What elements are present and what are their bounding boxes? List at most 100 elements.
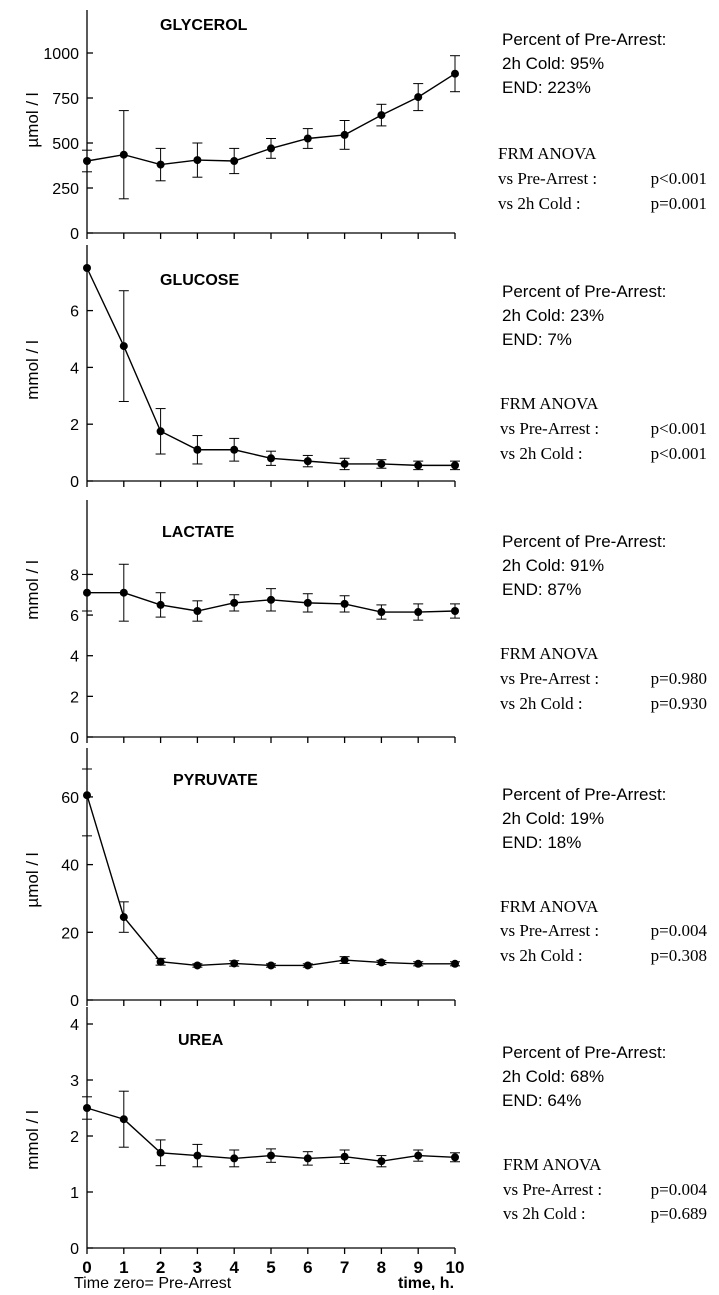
data-point — [230, 598, 239, 607]
y-tick-label: 1000 — [43, 46, 79, 63]
data-point — [303, 134, 312, 143]
data-point — [451, 1153, 459, 1162]
x-tick-label: 8 — [377, 1258, 386, 1277]
stat-end: END: 223% — [502, 78, 591, 97]
stat-heading: Percent of Pre-Arrest: — [502, 1043, 666, 1062]
y-tick-label: 4 — [70, 360, 79, 377]
x-tick-label: 5 — [266, 1258, 275, 1277]
y-tick-label: 6 — [70, 304, 79, 321]
data-point — [340, 1152, 349, 1161]
data-point — [377, 1157, 386, 1166]
data-point — [119, 342, 128, 351]
data-point — [230, 959, 239, 968]
y-tick-label: 0 — [70, 1241, 79, 1258]
series-line — [86, 795, 455, 967]
x-tick-label: 6 — [303, 1258, 312, 1277]
data-point — [83, 264, 91, 272]
anova-vs-pre-label: vs Pre-Arrest : — [503, 1180, 602, 1199]
stat-2h-cold: 2h Cold: 23% — [502, 306, 604, 325]
x-tick-label: 2 — [156, 1258, 165, 1277]
y-tick-label: 40 — [61, 858, 79, 875]
y-tick-label: 0 — [70, 993, 79, 1010]
data-point — [83, 1104, 91, 1112]
anova-vs-cold-label: vs 2h Cold : — [503, 1204, 586, 1223]
stat-end: END: 18% — [502, 833, 581, 852]
y-tick-label: 20 — [61, 925, 79, 942]
data-point — [451, 461, 459, 470]
anova-vs-cold-value: p=0.930 — [651, 694, 707, 713]
data-point — [193, 1151, 202, 1160]
anova-title: FRM ANOVA — [498, 144, 597, 163]
data-point — [414, 461, 423, 470]
anova-vs-pre-value: p=0.004 — [651, 921, 708, 940]
x-tick-label: 10 — [446, 1258, 465, 1277]
stat-heading: Percent of Pre-Arrest: — [502, 532, 666, 551]
y-tick-label: 0 — [70, 730, 79, 747]
y-tick-label: 2 — [70, 1129, 79, 1146]
stat-heading: Percent of Pre-Arrest: — [502, 30, 666, 49]
data-point — [340, 459, 349, 468]
anova-vs-pre-value: p=0.980 — [651, 669, 707, 688]
y-tick-label: 60 — [61, 790, 79, 807]
y-tick-label: 2 — [70, 417, 79, 434]
data-point — [119, 913, 128, 922]
stat-2h-cold: 2h Cold: 19% — [502, 809, 604, 828]
series-line — [86, 267, 455, 467]
anova-vs-pre-value: p<0.001 — [651, 419, 707, 438]
x-tick-label: 0 — [82, 1258, 91, 1277]
y-tick-label: 3 — [70, 1073, 79, 1090]
data-point — [414, 959, 423, 968]
x-tick-label: 7 — [340, 1258, 349, 1277]
y-tick-label: 500 — [52, 136, 79, 153]
anova-title: FRM ANOVA — [500, 394, 599, 413]
data-point — [340, 599, 349, 608]
data-point — [414, 608, 423, 617]
y-axis-label: mmol / l — [23, 560, 42, 620]
data-point — [230, 157, 239, 165]
data-point — [230, 445, 239, 454]
panel-title: LACTATE — [162, 524, 235, 541]
data-point — [267, 1151, 275, 1160]
stat-2h-cold: 2h Cold: 95% — [502, 54, 604, 73]
stat-end: END: 7% — [502, 330, 572, 349]
panel-glucose: 0 2 4 6 mmol / l GLUCOSE Percent of Pre-Arrest… — [23, 245, 707, 491]
stat-2h-cold: 2h Cold: 91% — [502, 556, 604, 575]
data-point — [451, 959, 459, 968]
x-axis-note: Time zero= Pre-Arrest — [74, 1275, 232, 1290]
y-axis-label: µmol / l — [23, 852, 42, 907]
anova-vs-pre-label: vs Pre-Arrest : — [500, 669, 599, 688]
anova-vs-cold-label: vs 2h Cold : — [500, 946, 583, 965]
data-point — [193, 961, 202, 970]
anova-vs-cold-value: p=0.308 — [651, 946, 707, 965]
y-axis-label: mmol / l — [23, 340, 42, 400]
data-point — [119, 1115, 128, 1124]
data-point — [83, 157, 91, 165]
x-tick-label: 4 — [229, 1258, 239, 1277]
data-point — [451, 607, 459, 615]
data-point — [267, 454, 275, 463]
y-axis-label: mmol / l — [23, 1110, 42, 1170]
data-point — [83, 588, 91, 597]
data-point — [119, 588, 128, 597]
data-point — [119, 150, 128, 159]
y-tick-label: 8 — [70, 567, 79, 584]
panel-title: GLYCEROL — [160, 17, 248, 34]
data-point — [156, 427, 165, 436]
x-axis-title: time, h. — [398, 1275, 454, 1290]
y-tick-label: 2 — [70, 689, 79, 706]
anova-title: FRM ANOVA — [500, 644, 599, 663]
y-tick-label: 4 — [70, 1017, 79, 1034]
anova-vs-cold-value: p=0.689 — [651, 1204, 707, 1223]
y-tick-label: 750 — [52, 91, 79, 108]
data-point — [303, 1154, 312, 1163]
data-point — [267, 961, 275, 970]
anova-vs-pre-label: vs Pre-Arrest : — [498, 169, 597, 188]
anova-vs-pre-value: p=0.004 — [651, 1180, 708, 1199]
data-point — [267, 595, 275, 604]
data-point — [156, 957, 165, 966]
data-point — [451, 69, 459, 78]
stat-2h-cold: 2h Cold: 68% — [502, 1067, 604, 1086]
panel-pyruvate: 0 20 40 60 µmol / l PYRUVATE Percent of Pre-Ar… — [23, 748, 707, 1010]
data-point — [156, 1148, 165, 1157]
